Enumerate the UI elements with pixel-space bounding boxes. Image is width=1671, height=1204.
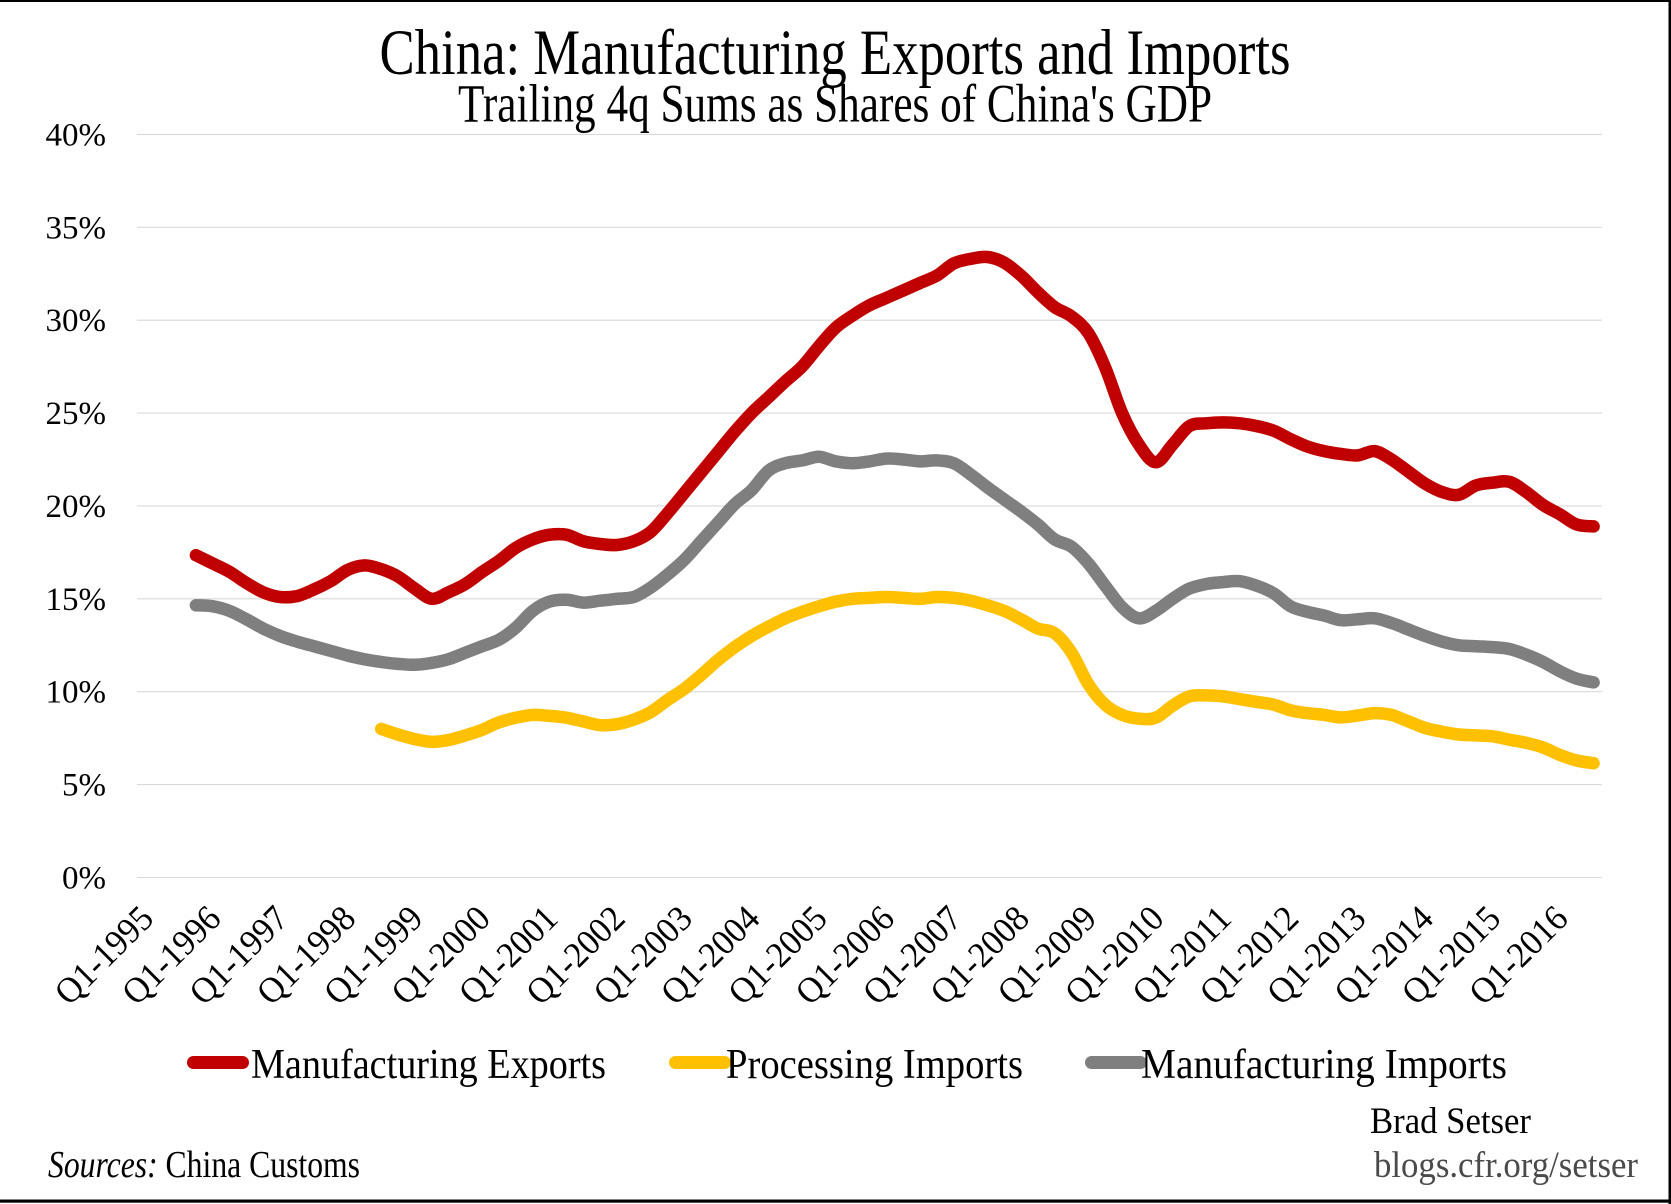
svg-text:10%: 10% <box>46 675 107 711</box>
svg-text:Sources: China Customs: Sources: China Customs <box>48 1144 360 1186</box>
svg-text:blogs.cfr.org/setser: blogs.cfr.org/setser <box>1374 1145 1638 1186</box>
svg-text:15%: 15% <box>46 582 107 618</box>
svg-text:25%: 25% <box>46 396 107 432</box>
svg-text:5%: 5% <box>62 768 106 804</box>
svg-text:20%: 20% <box>46 489 107 525</box>
svg-text:30%: 30% <box>46 303 107 339</box>
svg-text:35%: 35% <box>46 210 107 246</box>
svg-text:Trailing 4q Sums as Shares of: Trailing 4q Sums as Shares of China's GD… <box>458 74 1212 134</box>
svg-text:Processing Imports: Processing Imports <box>726 1042 1023 1088</box>
svg-text:40%: 40% <box>46 117 107 153</box>
svg-text:0%: 0% <box>62 861 106 897</box>
svg-text:Brad Setser: Brad Setser <box>1370 1101 1531 1142</box>
svg-text:Manufacturing Exports: Manufacturing Exports <box>251 1042 606 1088</box>
svg-text:China: Manufacturing Exports a: China: Manufacturing Exports and Imports <box>380 17 1291 89</box>
svg-text:Manufacturing Imports: Manufacturing Imports <box>1141 1042 1507 1088</box>
